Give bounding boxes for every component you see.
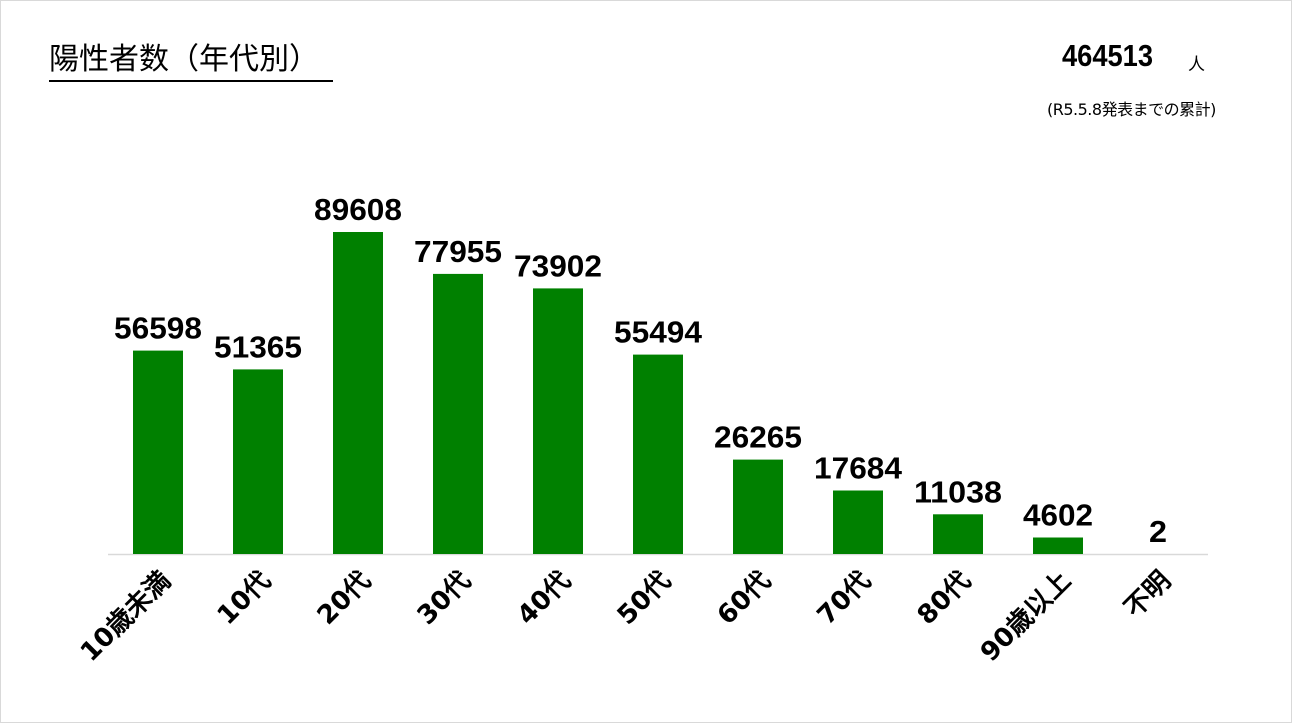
x-tick-label: 10代: [212, 566, 277, 631]
data-label: 55494: [614, 315, 703, 350]
bar: [233, 369, 283, 554]
bar: [733, 459, 783, 554]
x-tick-label: 不明: [1119, 566, 1177, 624]
x-tick-label: 90歳以上: [975, 566, 1077, 668]
cumulative-note: (R5.5.8発表までの累計): [1047, 100, 1216, 119]
bar: [933, 514, 983, 554]
data-label: 56598: [114, 311, 202, 346]
data-label: 51365: [214, 329, 302, 364]
x-tick-label: 50代: [612, 566, 677, 631]
bar: [433, 273, 483, 554]
data-label: 2: [1149, 514, 1167, 549]
total-count-value: 464513: [1062, 38, 1154, 73]
x-tick-label: 30代: [412, 566, 477, 631]
total-count-unit: 人: [1188, 55, 1205, 75]
chart-title: 陽性者数（年代別）: [49, 40, 333, 82]
x-tick-label: 20代: [312, 566, 377, 631]
total-count: 464513 人: [1062, 38, 1205, 75]
x-tick-label: 60代: [712, 566, 777, 631]
data-label: 26265: [714, 420, 802, 455]
data-label: 11038: [914, 474, 1002, 509]
x-tick-label: 10歳未満: [75, 566, 177, 668]
x-tick-label: 80代: [912, 566, 977, 631]
x-tick-label: 40代: [512, 566, 577, 631]
bars-group: [133, 232, 1083, 554]
bar: [533, 288, 583, 554]
data-label: 4602: [1023, 498, 1093, 533]
bar: [133, 350, 183, 554]
data-label: 89608: [314, 192, 402, 227]
x-tick-label: 70代: [812, 566, 877, 631]
bar: [333, 232, 383, 554]
data-label: 77955: [414, 234, 502, 269]
data-labels-group: 56598 51365 89608 77955 73902 55494 26265 17684…: [114, 192, 1167, 549]
data-label: 17684: [814, 451, 903, 486]
data-label: 73902: [514, 248, 602, 283]
bar: [1033, 537, 1083, 554]
bar: [633, 354, 683, 554]
bar: [833, 490, 883, 554]
